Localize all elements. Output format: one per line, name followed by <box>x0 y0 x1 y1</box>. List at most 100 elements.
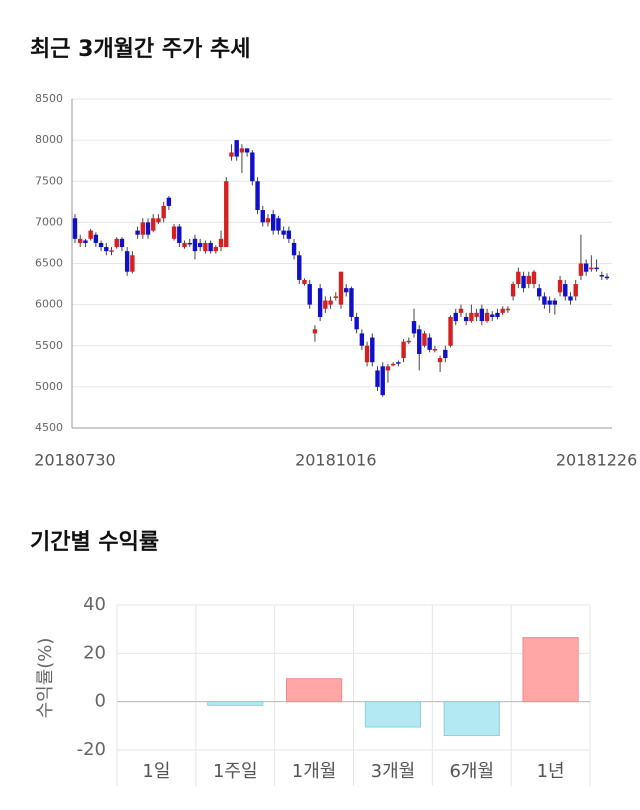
candle-body <box>270 214 276 231</box>
candle-body <box>432 349 438 351</box>
candle-body <box>427 337 432 350</box>
candle-body <box>104 247 109 252</box>
y-axis-label: 수익률(%) <box>35 638 56 719</box>
candle-body <box>552 300 558 305</box>
candle-body <box>604 276 610 279</box>
candle-body <box>510 284 516 297</box>
candle-body <box>479 308 485 322</box>
candle-body <box>265 218 271 223</box>
candle-body <box>594 267 599 270</box>
candle-body <box>390 363 396 366</box>
candle-body <box>474 312 479 317</box>
candle-body <box>568 296 573 301</box>
bar <box>285 678 343 703</box>
candle-body <box>531 271 537 285</box>
candle-body <box>589 267 594 270</box>
candle-body <box>130 255 135 272</box>
candle-body <box>453 312 458 322</box>
chart-title: 최근 3개월간 주가 추세 <box>30 37 250 62</box>
x-tick-label: 20181016 <box>295 451 376 470</box>
candle-body <box>114 238 119 248</box>
candle-body <box>578 263 584 276</box>
x-tick-label: 3개월 <box>371 761 416 782</box>
candle-body <box>583 263 589 272</box>
candle-body <box>349 288 354 317</box>
bar <box>522 637 579 703</box>
candle-body <box>229 152 234 157</box>
candle-body <box>521 275 526 289</box>
x-tick-label: 1일 <box>142 761 170 782</box>
candle-body <box>536 288 542 297</box>
y-tick-label: 7000 <box>35 215 63 228</box>
bar <box>207 701 264 706</box>
candle-body <box>380 366 385 396</box>
y-tick-label: 5500 <box>35 339 63 352</box>
candle-body <box>281 230 286 235</box>
candle-body <box>250 152 255 182</box>
y-tick-label: 0 <box>95 691 106 712</box>
candle-body <box>93 234 99 243</box>
candle-body <box>177 226 182 243</box>
y-tick-label: 8000 <box>35 133 63 146</box>
candle-body <box>396 362 401 364</box>
candle-body <box>490 314 495 317</box>
y-tick-label: 5000 <box>35 380 63 393</box>
candle-body <box>119 238 125 248</box>
candle-body <box>458 308 464 313</box>
candle-body <box>328 300 333 305</box>
candle-body <box>516 271 521 285</box>
candle-body <box>484 312 490 322</box>
candle-body <box>218 238 224 248</box>
candle-body <box>359 333 365 346</box>
candle-body <box>109 250 114 252</box>
candle-body <box>526 275 531 285</box>
candle-body <box>224 181 229 248</box>
candle-body <box>239 148 245 153</box>
candle-body <box>542 296 547 305</box>
candle-body <box>234 140 239 157</box>
candle-body <box>171 226 177 239</box>
candle-body <box>370 337 375 363</box>
candle-body <box>463 316 469 322</box>
candle-body <box>197 242 203 248</box>
candle-body <box>286 230 292 239</box>
candle-body <box>317 288 323 317</box>
candle-body <box>547 300 552 305</box>
candle-body <box>244 148 250 153</box>
y-tick-label: 7500 <box>35 174 63 187</box>
candle-body <box>88 230 93 239</box>
candle-body <box>78 238 83 243</box>
candle-body <box>469 312 474 322</box>
candle-body <box>307 284 312 305</box>
x-tick-label: 20181226 <box>556 451 637 470</box>
candle-body <box>255 181 260 211</box>
candle-body <box>422 333 427 346</box>
candle-body <box>385 366 391 371</box>
candle-body <box>563 284 568 297</box>
candle-body <box>375 370 380 387</box>
candle-body <box>557 279 563 293</box>
candle-body <box>145 222 151 235</box>
y-tick-label: 6000 <box>35 298 63 311</box>
x-tick-label: 1개월 <box>292 761 337 782</box>
candle-body <box>312 329 318 334</box>
candle-body <box>72 218 78 239</box>
candle-body <box>495 312 500 317</box>
candle-body <box>260 210 265 223</box>
candle-body <box>151 218 156 231</box>
y-tick-label: 8500 <box>35 92 63 105</box>
candle-body <box>573 284 578 297</box>
candle-body <box>297 255 302 280</box>
candle-body <box>161 205 166 219</box>
candle-body <box>599 275 604 277</box>
candle-body <box>354 316 359 330</box>
candle-body <box>333 296 338 298</box>
candle-body <box>83 240 88 243</box>
candle-body <box>192 238 198 252</box>
candle-body <box>166 197 172 206</box>
candle-body <box>187 242 192 245</box>
y-tick-label: -20 <box>77 739 106 760</box>
candle-body <box>448 316 453 346</box>
bar <box>443 701 500 737</box>
